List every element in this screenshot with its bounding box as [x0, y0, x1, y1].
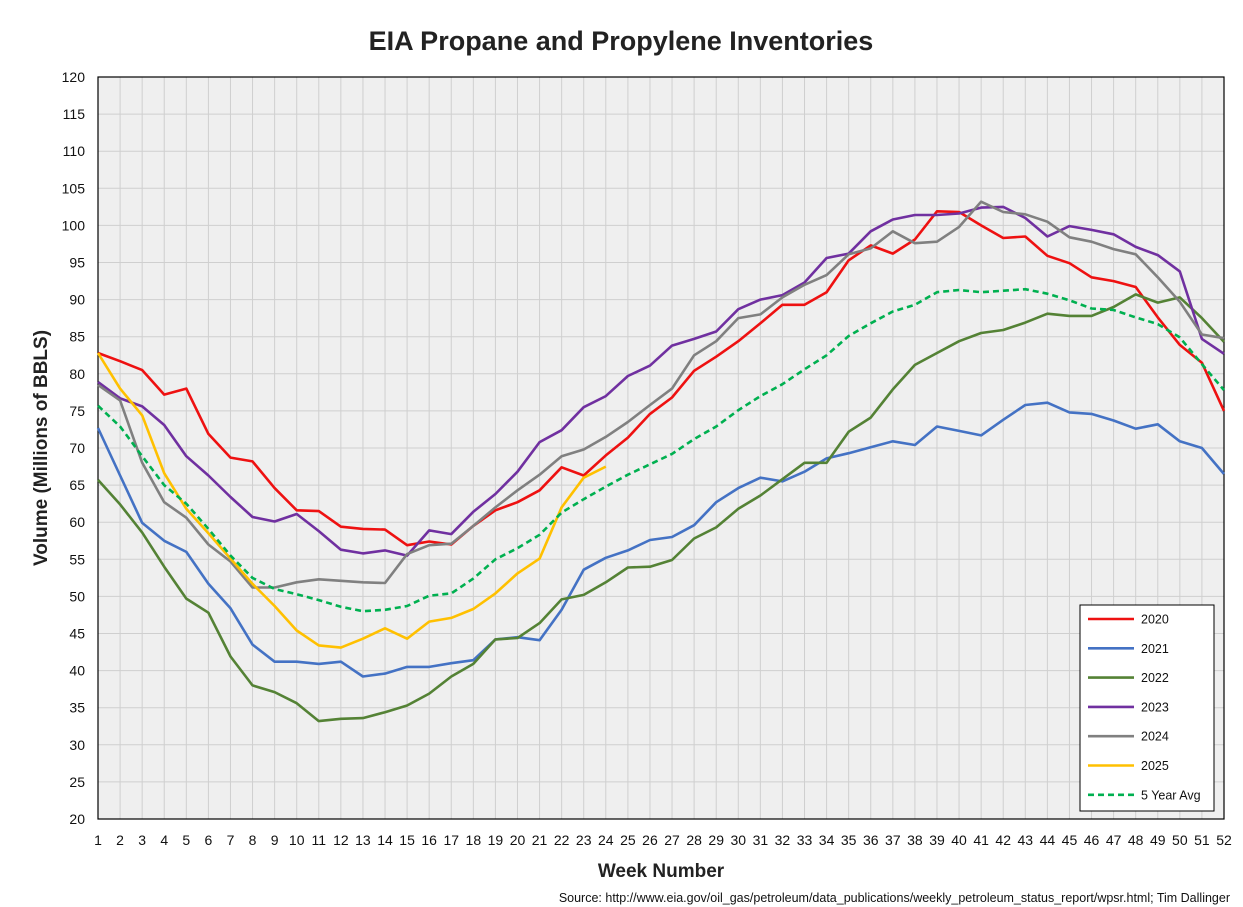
series-line-2022 [97, 293, 1225, 723]
legend-box [1079, 604, 1215, 812]
y-tick-label: 90 [69, 292, 85, 308]
x-tick-label: 40 [951, 832, 967, 848]
legend-label: 2023 [1141, 700, 1169, 714]
x-tick-label: 3 [138, 832, 146, 848]
y-tick-label: 30 [69, 737, 85, 753]
x-tick-label: 13 [355, 832, 371, 848]
x-tick-label: 31 [753, 832, 769, 848]
x-tick-label: 2 [116, 832, 124, 848]
x-tick-label: 11 [312, 832, 327, 848]
x-tick-label: 21 [532, 832, 548, 848]
x-tick-label: 35 [841, 832, 857, 848]
x-tick-label: 7 [227, 832, 235, 848]
x-tick-label: 16 [421, 832, 437, 848]
y-tick-label: 50 [69, 588, 85, 604]
x-tick-label: 9 [271, 832, 279, 848]
x-tick-label: 27 [664, 832, 680, 848]
x-tick-label: 52 [1216, 832, 1232, 848]
legend-label: 2022 [1141, 671, 1169, 685]
series-line-2020 [97, 210, 1226, 547]
x-tick-label: 43 [1018, 832, 1034, 848]
x-tick-label: 25 [620, 832, 636, 848]
legend-label: 2024 [1141, 730, 1169, 744]
legend: 2020 2021 2022 2023 2024 2025 5 Year Avg [1079, 604, 1215, 812]
x-tick-label: 36 [863, 832, 879, 848]
horizontal-gridlines [98, 113, 1224, 783]
x-tick-label: 50 [1172, 832, 1188, 848]
y-tick-label: 35 [69, 700, 85, 716]
y-tick-label: 25 [69, 774, 85, 790]
x-tick-label: 44 [1040, 832, 1056, 848]
y-tick-label: 45 [69, 626, 85, 642]
y-tick-label: 100 [62, 217, 86, 233]
x-tick-label: 18 [466, 832, 482, 848]
y-tick-label: 105 [62, 180, 86, 196]
y-tick-label: 80 [69, 366, 85, 382]
x-axis-tick-labels: 1 2 3 4 5 6 7 8 9 10 11 12 13 14 15 16 17 18 19 20 21 22 23 24 2… [94, 832, 1232, 848]
x-tick-label: 10 [289, 832, 305, 848]
x-tick-label: 39 [929, 832, 945, 848]
x-tick-label: 48 [1128, 832, 1144, 848]
x-tick-label: 46 [1084, 832, 1100, 848]
x-tick-label: 51 [1194, 832, 1210, 848]
y-axis-title: Volume (Millions of BBLS) [31, 330, 52, 566]
legend-label: 2021 [1141, 642, 1169, 656]
source-note: Source: http://www.eia.gov/oil_gas/petro… [559, 891, 1230, 905]
y-tick-label: 65 [69, 477, 85, 493]
y-tick-label: 85 [69, 329, 85, 345]
legend-label: 2025 [1141, 759, 1169, 773]
legend-label: 2020 [1141, 613, 1169, 627]
x-tick-label: 24 [598, 832, 614, 848]
y-tick-label: 115 [63, 106, 86, 122]
y-tick-label: 40 [69, 663, 85, 679]
x-tick-label: 29 [708, 832, 724, 848]
x-tick-label: 26 [642, 832, 658, 848]
x-tick-label: 47 [1106, 832, 1122, 848]
x-tick-label: 15 [399, 832, 415, 848]
x-tick-label: 34 [819, 832, 835, 848]
y-tick-label: 20 [69, 811, 85, 827]
y-axis-tick-labels: 20 25 30 35 40 45 50 55 60 65 70 75 80 85 90 95 100 105 11… [62, 69, 86, 827]
series-line-2023 [97, 205, 1225, 557]
series-lines [96, 200, 1226, 723]
x-tick-label: 5 [182, 832, 190, 848]
x-tick-label: 33 [797, 832, 813, 848]
x-tick-label: 14 [377, 832, 393, 848]
x-tick-label: 37 [885, 832, 901, 848]
x-tick-label: 38 [907, 832, 923, 848]
x-tick-label: 41 [973, 832, 989, 848]
y-tick-label: 70 [69, 440, 85, 456]
y-tick-label: 95 [69, 255, 85, 271]
y-tick-label: 75 [69, 403, 85, 419]
x-tick-label: 8 [249, 832, 257, 848]
x-tick-label: 4 [160, 832, 168, 848]
x-tick-label: 1 [94, 832, 102, 848]
x-tick-label: 30 [730, 832, 746, 848]
y-tick-label: 55 [69, 551, 85, 567]
y-tick-label: 60 [69, 514, 85, 530]
plot-border [97, 76, 1225, 820]
series-line-2025 [96, 352, 607, 649]
x-tick-label: 20 [510, 832, 526, 848]
x-tick-label: 42 [995, 832, 1011, 848]
series-line-2021 [96, 401, 1225, 678]
y-tick-label: 110 [63, 143, 86, 159]
x-tick-label: 19 [488, 832, 504, 848]
x-tick-label: 49 [1150, 832, 1166, 848]
x-tick-label: 22 [554, 832, 570, 848]
x-tick-label: 45 [1062, 832, 1078, 848]
series-line-5-year-avg [97, 287, 1225, 613]
x-axis-title: Week Number [598, 861, 725, 882]
x-tick-label: 12 [333, 832, 349, 848]
legend-label: 5 Year Avg [1141, 788, 1201, 802]
series-line-2024 [97, 200, 1225, 589]
y-tick-label: 120 [62, 69, 86, 85]
x-tick-label: 17 [443, 832, 459, 848]
x-tick-label: 23 [576, 832, 592, 848]
x-tick-label: 28 [686, 832, 702, 848]
x-tick-label: 6 [204, 832, 212, 848]
x-tick-label: 32 [775, 832, 791, 848]
chart-title: EIA Propane and Propylene Inventories [369, 26, 874, 56]
